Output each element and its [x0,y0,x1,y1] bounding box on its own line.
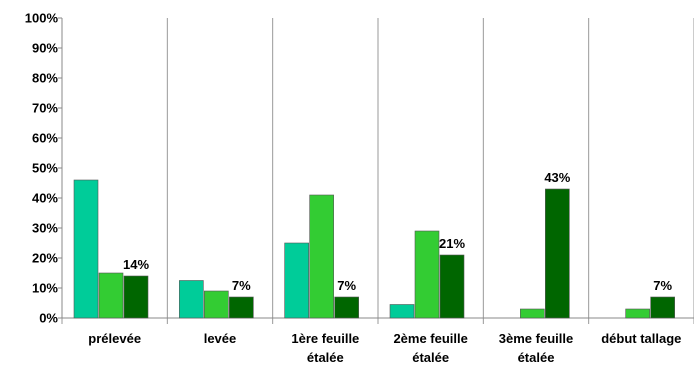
y-tick-label: 60% [32,131,58,146]
bar-series-3 [334,296,359,319]
bar-series-3 [650,296,675,319]
bar-series-2 [414,230,440,319]
category-label: étalée [307,350,344,365]
y-tick-label: 90% [32,41,58,56]
y-tick-label: 50% [32,161,58,176]
bar-series-2 [204,290,229,319]
category-label: 1ère feuille [291,331,359,346]
category-label: début tallage [601,331,681,346]
y-tick-label: 70% [32,101,58,116]
bar-series-1 [389,304,415,319]
y-tick-label: 40% [32,191,58,206]
data-label: 7% [653,278,672,293]
category-label: 2ème feuille [393,331,467,346]
category-label: 3ème feuille [499,331,573,346]
y-tick-label: 80% [32,71,58,86]
bar-series-2 [625,308,650,319]
category-label: étalée [518,350,555,365]
bar-series-3 [439,254,465,319]
y-tick-label: 20% [32,251,58,266]
y-tick-label: 0% [39,311,58,326]
data-label: 21% [439,236,465,251]
bar-series-1 [284,242,309,319]
data-label: 14% [123,257,149,272]
y-tick-label: 30% [32,221,58,236]
bar-series-1 [179,280,204,319]
data-label: 7% [232,278,251,293]
bar-series-2 [520,308,545,319]
data-label: 43% [544,170,570,185]
data-label: 7% [337,278,356,293]
category-label: prélevée [88,331,141,346]
bar-series-3 [229,296,254,319]
bar-series-2 [309,194,334,319]
bar-series-2 [98,272,124,319]
category-label: étalée [412,350,449,365]
bar-series-1 [73,179,99,319]
y-tick-label: 10% [32,281,58,296]
category-label: levée [204,331,237,346]
bar-series-3 [123,275,149,319]
bar-series-3 [545,188,570,319]
y-tick-label: 100% [25,11,59,26]
